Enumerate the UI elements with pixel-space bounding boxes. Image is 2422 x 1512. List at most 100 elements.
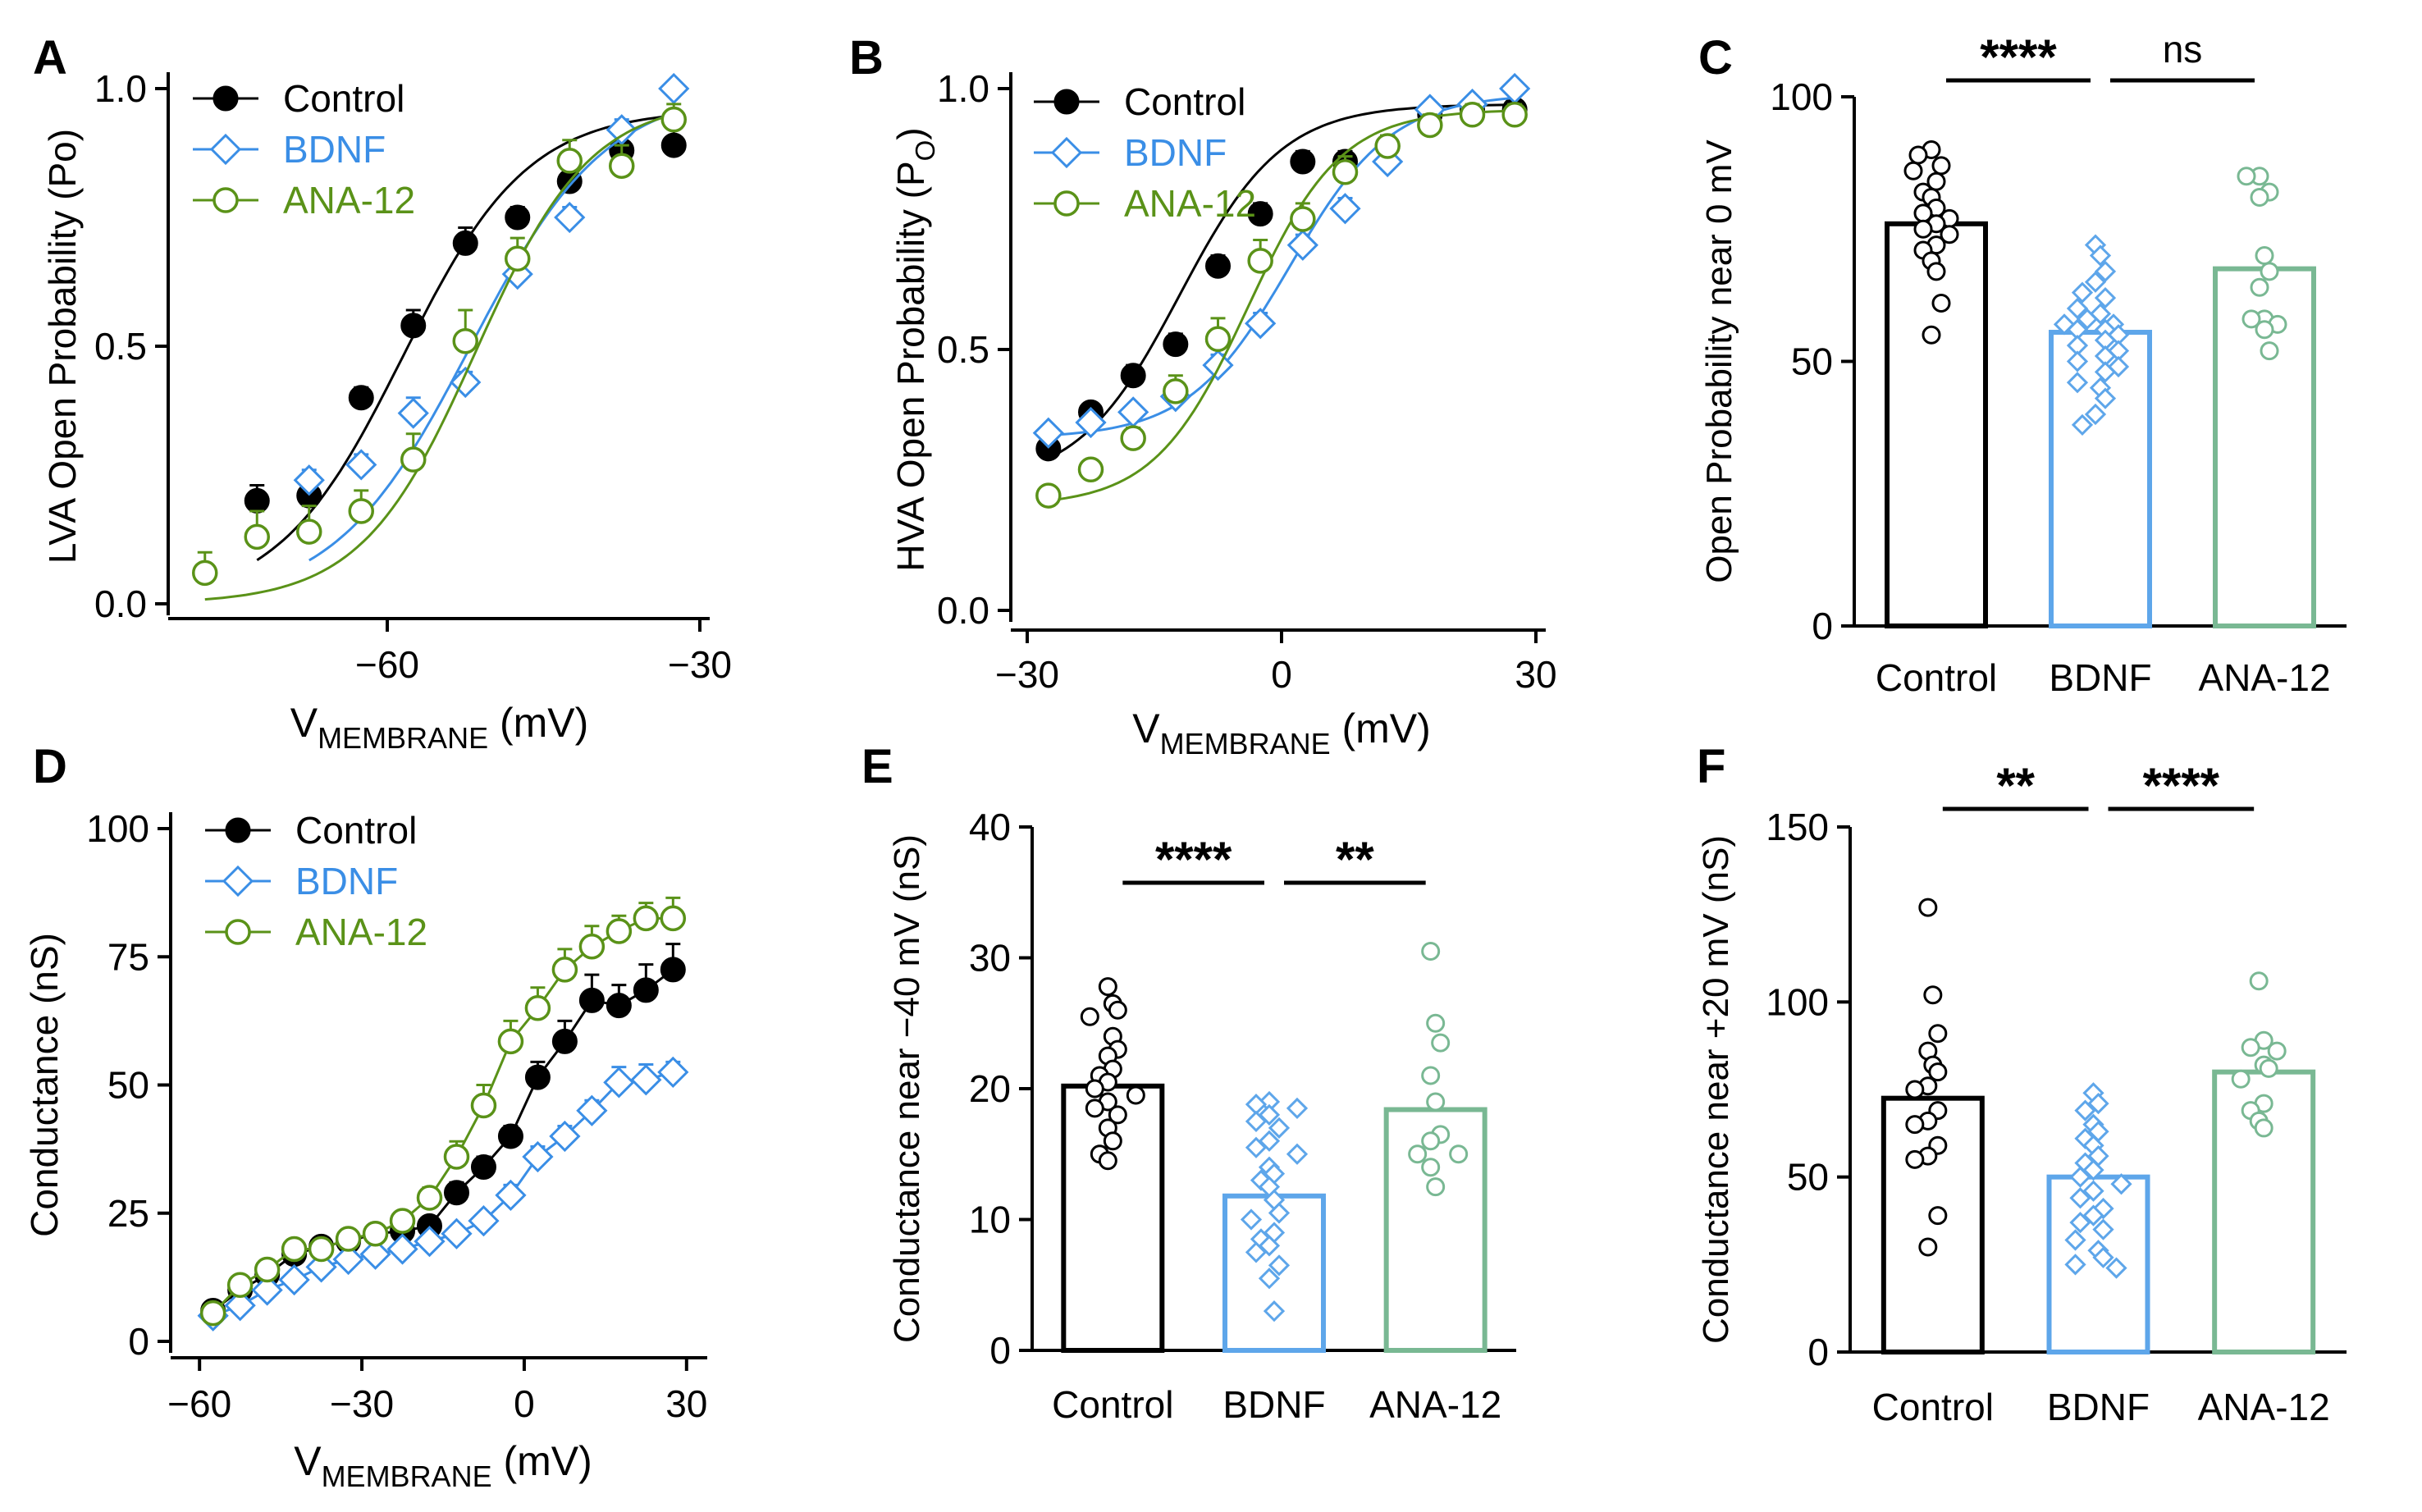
x-tick-label: −30 (668, 643, 732, 686)
data-point (224, 1290, 256, 1322)
y-tick-label: 0.5 (937, 328, 989, 371)
individual-point (1103, 1131, 1122, 1151)
data-point (452, 327, 478, 354)
individual-point (2250, 277, 2269, 297)
series-ana-12 (199, 896, 687, 1327)
x-tick-label: 30 (1515, 653, 1556, 696)
y-axis-title: LVA Open Probability (Po) (41, 129, 84, 564)
data-point (281, 1236, 308, 1263)
data-point (522, 1140, 554, 1173)
data-point (389, 1208, 416, 1234)
individual-point (2255, 320, 2274, 340)
y-tick-label: 30 (969, 937, 1011, 980)
individual-point (2092, 1218, 2114, 1240)
individual-point (1449, 1144, 1469, 1164)
bar-bdnf (2046, 1174, 2150, 1354)
individual-point (2082, 1204, 2104, 1227)
x-tick-label: −30 (330, 1382, 394, 1425)
panel-label: A (33, 31, 67, 85)
individual-point (1426, 1092, 1446, 1112)
category-label: ANA-12 (1369, 1383, 1501, 1426)
individual-point (2071, 281, 2094, 304)
bar-control (1885, 221, 1988, 628)
series-line (204, 112, 674, 601)
category-label: Control (1876, 656, 1997, 699)
individual-point (1903, 161, 1923, 180)
data-point (1120, 425, 1146, 451)
y-tick-label: 0.0 (937, 589, 989, 632)
data-point (556, 148, 583, 174)
y-axis-title: HVA Open Probability (PO) (889, 127, 940, 571)
individual-point (1126, 1085, 1145, 1105)
y-tick-label: 100 (86, 807, 149, 850)
panel-label: D (33, 740, 67, 793)
data-point (524, 1064, 551, 1090)
x-tick-label: 0 (514, 1382, 535, 1425)
y-tick-label: 50 (1787, 1156, 1829, 1199)
individual-point (2259, 1058, 2278, 1078)
data-point (293, 464, 325, 496)
y-tick-label: 10 (969, 1199, 1011, 1241)
significance-label: ** (1996, 758, 2035, 813)
legend-label: BDNF (283, 128, 386, 171)
legend-label: ANA-12 (295, 911, 427, 953)
data-point (603, 1067, 635, 1099)
individual-point (1918, 1237, 1938, 1257)
data-point (1245, 308, 1277, 340)
individual-point (2260, 341, 2279, 361)
data-point (470, 1154, 496, 1180)
data-point (576, 1094, 608, 1126)
legend-marker (212, 187, 239, 213)
data-point (192, 560, 218, 587)
bar-control (1880, 1095, 1985, 1354)
category-label: ANA-12 (2198, 1386, 2330, 1428)
individual-point (1922, 325, 1941, 345)
y-tick-label: 0 (1807, 1331, 1829, 1373)
data-point (1202, 349, 1234, 381)
data-point (305, 1251, 337, 1283)
data-point (397, 397, 429, 429)
individual-point (1421, 942, 1441, 962)
individual-point (1258, 1268, 1281, 1290)
data-point (1332, 159, 1359, 185)
data-point (244, 487, 270, 514)
legend-label: ANA-12 (1124, 182, 1256, 225)
data-point (524, 995, 551, 1021)
individual-point (2094, 387, 2117, 409)
legend-marker (1053, 190, 1080, 217)
individual-point (1421, 1131, 1441, 1151)
y-tick-label: 0.0 (94, 582, 147, 625)
individual-point (2092, 1197, 2114, 1220)
panel-label: F (1697, 740, 1725, 793)
x-tick-label: −30 (995, 653, 1059, 696)
data-point (497, 1123, 523, 1149)
significance-label: **** (2143, 758, 2220, 813)
individual-point (2094, 286, 2117, 309)
data-point (414, 1226, 446, 1258)
legend-label: Control (1124, 80, 1245, 123)
individual-point (2066, 297, 2089, 320)
x-tick-label: −60 (167, 1382, 231, 1425)
y-tick-label: 20 (969, 1067, 1011, 1110)
individual-point (2231, 1069, 2251, 1089)
individual-point (1286, 1097, 1309, 1120)
y-axis-title: Conductance near −40 mV (nS) (887, 834, 927, 1343)
legend-label: Control (295, 809, 417, 852)
y-axis-title: Conductance near +20 mV (nS) (1696, 835, 1736, 1344)
y-tick-label: 50 (1791, 340, 1833, 383)
y-tick-label: 75 (107, 935, 149, 978)
data-point (1117, 396, 1149, 428)
data-point (348, 498, 374, 524)
data-point (345, 449, 377, 481)
individual-point (2071, 413, 2094, 436)
data-point (386, 1233, 418, 1265)
data-point (335, 1226, 362, 1252)
individual-point (2260, 262, 2279, 281)
legend-label: BDNF (1124, 131, 1227, 174)
y-tick-label: 1.0 (937, 67, 989, 110)
individual-point (1108, 1105, 1127, 1125)
individual-point (2084, 271, 2107, 293)
panel-label: E (861, 740, 893, 793)
significance-label: ** (1336, 832, 1374, 887)
data-point (244, 523, 270, 550)
